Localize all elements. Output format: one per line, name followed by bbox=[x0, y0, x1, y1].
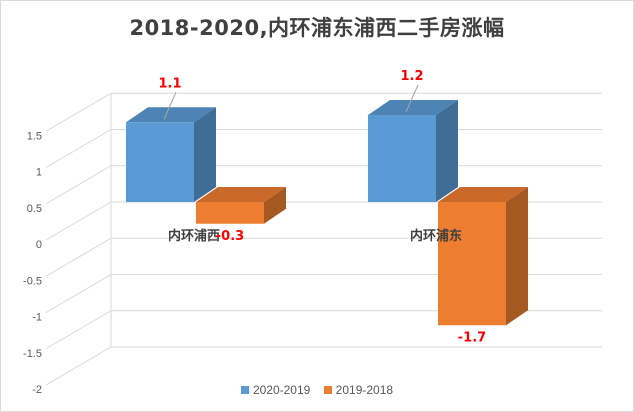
bar-2-series-1 bbox=[368, 100, 458, 202]
data-label-series-1: 1.2 bbox=[400, 69, 423, 84]
bar-2-series-1-side bbox=[436, 100, 458, 202]
legend-label-series-2: 2019-2018 bbox=[335, 383, 394, 397]
y-tick-label: -2 bbox=[32, 384, 42, 396]
chart-title: 2018-2020,内环浦东浦西二手房涨幅 bbox=[129, 16, 505, 40]
bar-1-series-1-front bbox=[126, 122, 194, 202]
gridline-side bbox=[45, 274, 112, 313]
gridline-side bbox=[45, 201, 112, 241]
data-label-series-2: -0.3 bbox=[216, 229, 244, 244]
gridline-side bbox=[45, 237, 112, 277]
y-tick-label: -1.5 bbox=[23, 348, 42, 360]
bar-1-series-1 bbox=[126, 107, 216, 202]
bar-1-series-2-side bbox=[264, 187, 286, 224]
bar-2-series-1-top bbox=[368, 100, 458, 115]
y-tick-label: 1 bbox=[36, 167, 42, 179]
gridline-side bbox=[45, 129, 112, 168]
bar-1-series-1-side bbox=[194, 107, 216, 202]
bar-2-series-2-top bbox=[438, 187, 528, 202]
data-label-leader bbox=[405, 84, 419, 113]
bar-2-series-1-front bbox=[368, 115, 436, 202]
category-label: 内环浦东 bbox=[410, 228, 462, 244]
bar-1-series-2-top bbox=[196, 187, 286, 202]
category-label: 内环浦西 bbox=[168, 228, 220, 244]
category-labels: 内环浦西 内环浦东 bbox=[168, 228, 462, 244]
y-tick-label: 0 bbox=[36, 239, 42, 251]
bars bbox=[126, 100, 528, 326]
y-tick-label: -0.5 bbox=[23, 275, 42, 287]
legend-label-series-1: 2020-2019 bbox=[252, 383, 311, 397]
legend-item-series-1: 2020-2019 bbox=[240, 383, 311, 397]
bar-1-series-2-front bbox=[196, 202, 264, 224]
data-label-leader bbox=[163, 92, 177, 120]
bar-2-series-2-front bbox=[438, 202, 506, 326]
legend-swatch-series-1 bbox=[240, 386, 249, 394]
bar-2-series-2 bbox=[438, 187, 528, 326]
bar-1-series-2 bbox=[196, 187, 286, 224]
gridline-side bbox=[45, 165, 112, 205]
bar-2-series-2-side bbox=[506, 187, 528, 326]
gridline-side bbox=[45, 310, 112, 350]
y-tick-label: -1 bbox=[32, 312, 42, 324]
bar-1-series-1-top bbox=[126, 107, 216, 123]
data-label-series-2: -1.7 bbox=[458, 330, 486, 345]
y-tick-label: 0.5 bbox=[27, 203, 42, 215]
data-label-series-1: 1.1 bbox=[158, 76, 181, 91]
legend: 2020-2019 2019-2018 bbox=[0, 383, 634, 397]
gridline-side bbox=[45, 346, 112, 386]
legend-swatch-series-2 bbox=[323, 386, 332, 394]
legend-item-series-2: 2019-2018 bbox=[323, 383, 394, 397]
y-axis-tick-labels: 1.5 1 0.5 0 -0.5 -1 -1.5 -2 bbox=[23, 130, 42, 396]
data-labels: 1.1 -0.3 1.2 -1.7 bbox=[158, 69, 486, 345]
gridline-side bbox=[45, 92, 112, 132]
y-tick-label: 1.5 bbox=[27, 130, 42, 142]
